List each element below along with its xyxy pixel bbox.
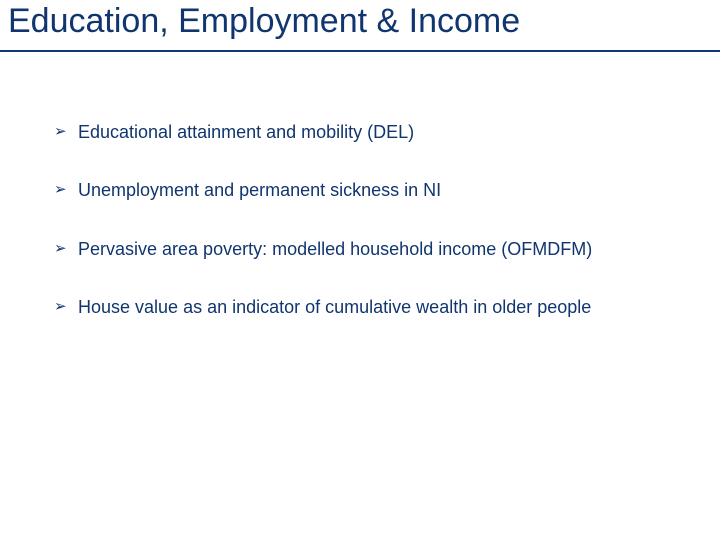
bullet-list: ➢ Educational attainment and mobility (D… (54, 120, 690, 353)
arrow-icon: ➢ (54, 237, 78, 261)
arrow-icon: ➢ (54, 295, 78, 319)
arrow-icon: ➢ (54, 178, 78, 202)
title-underline (0, 50, 720, 52)
slide: Education, Employment & Income ➢ Educati… (0, 0, 720, 540)
bullet-text: Unemployment and permanent sickness in N… (78, 178, 690, 202)
arrow-icon: ➢ (54, 120, 78, 144)
list-item: ➢ Pervasive area poverty: modelled house… (54, 237, 690, 261)
bullet-text: Pervasive area poverty: modelled househo… (78, 237, 690, 261)
slide-title: Education, Employment & Income (8, 2, 520, 41)
bullet-text: House value as an indicator of cumulativ… (78, 295, 690, 319)
bullet-text: Educational attainment and mobility (DEL… (78, 120, 690, 144)
list-item: ➢ House value as an indicator of cumulat… (54, 295, 690, 319)
list-item: ➢ Educational attainment and mobility (D… (54, 120, 690, 144)
list-item: ➢ Unemployment and permanent sickness in… (54, 178, 690, 202)
